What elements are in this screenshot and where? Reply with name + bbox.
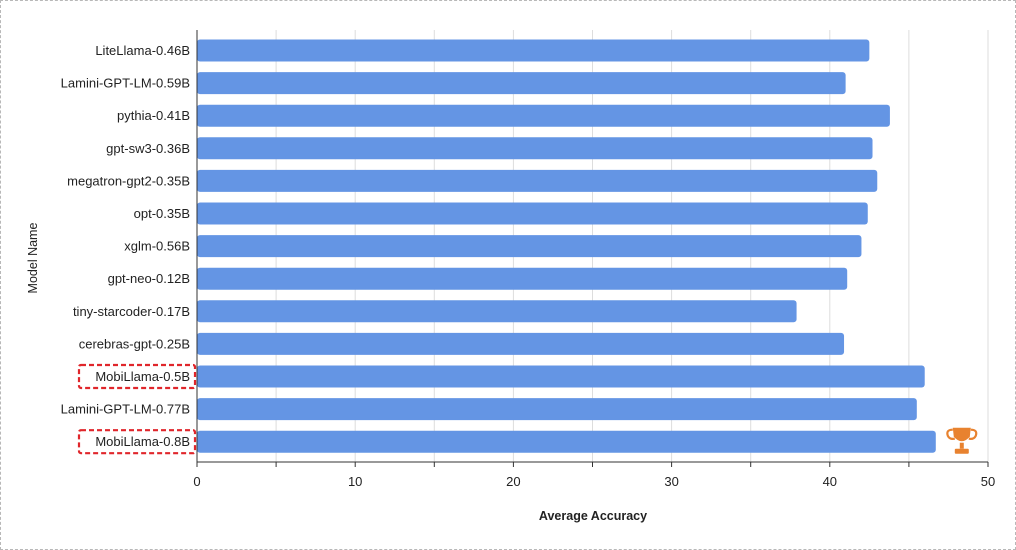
trophy-base bbox=[954, 448, 969, 454]
bar bbox=[197, 332, 845, 355]
category-label: megatron-gpt2-0.35B bbox=[67, 173, 190, 188]
category-label: Lamini-GPT-LM-0.59B bbox=[61, 76, 190, 91]
bar bbox=[197, 267, 848, 290]
category-label: opt-0.35B bbox=[134, 206, 190, 221]
category-labels: LiteLlama-0.46B Lamini-GPT-LM-0.59B pythia… bbox=[61, 43, 190, 449]
x-tick-label: 0 bbox=[193, 474, 200, 489]
category-label: MobiLlama-0.8B bbox=[95, 434, 190, 449]
x-tick-label: 40 bbox=[823, 474, 837, 489]
bars bbox=[197, 39, 936, 453]
bar bbox=[197, 300, 797, 323]
category-label: gpt-neo-0.12B bbox=[108, 271, 190, 286]
x-tick-label: 30 bbox=[664, 474, 678, 489]
category-label: Lamini-GPT-LM-0.77B bbox=[61, 402, 190, 417]
x-tick-label: 50 bbox=[981, 474, 995, 489]
trophy-stem bbox=[959, 442, 964, 449]
category-label: cerebras-gpt-0.25B bbox=[79, 336, 190, 351]
bar bbox=[197, 235, 862, 258]
bar bbox=[197, 72, 846, 95]
bar bbox=[197, 137, 873, 160]
bar bbox=[197, 39, 870, 62]
trophy-handle bbox=[968, 428, 978, 440]
trophy-cup bbox=[952, 427, 971, 442]
x-tick-label: 20 bbox=[506, 474, 520, 489]
category-label: tiny-starcoder-0.17B bbox=[73, 304, 190, 319]
category-label: xglm-0.56B bbox=[124, 239, 190, 254]
bar bbox=[197, 169, 878, 192]
bar bbox=[197, 430, 936, 453]
x-tick-labels: 0 10 20 30 40 50 bbox=[193, 474, 995, 489]
bar bbox=[197, 365, 925, 388]
bar bbox=[197, 104, 890, 127]
category-label: LiteLlama-0.46B bbox=[95, 43, 190, 58]
bar bbox=[197, 398, 917, 421]
grid-lines bbox=[275, 30, 989, 462]
category-label: gpt-sw3-0.36B bbox=[106, 141, 190, 156]
category-label: pythia-0.41B bbox=[117, 108, 190, 123]
bar bbox=[197, 202, 868, 225]
y-axis-title: Model Name bbox=[26, 223, 40, 294]
x-tick-label: 10 bbox=[348, 474, 362, 489]
axes bbox=[196, 30, 989, 467]
category-label: MobiLlama-0.5B bbox=[95, 369, 190, 384]
x-axis-title: Average Accuracy bbox=[539, 509, 647, 523]
trophy-handle bbox=[946, 428, 956, 440]
highlight-box bbox=[77, 429, 197, 455]
highlight-box bbox=[77, 363, 197, 390]
trophy-icon bbox=[946, 427, 978, 454]
highlight-boxes bbox=[77, 363, 197, 455]
